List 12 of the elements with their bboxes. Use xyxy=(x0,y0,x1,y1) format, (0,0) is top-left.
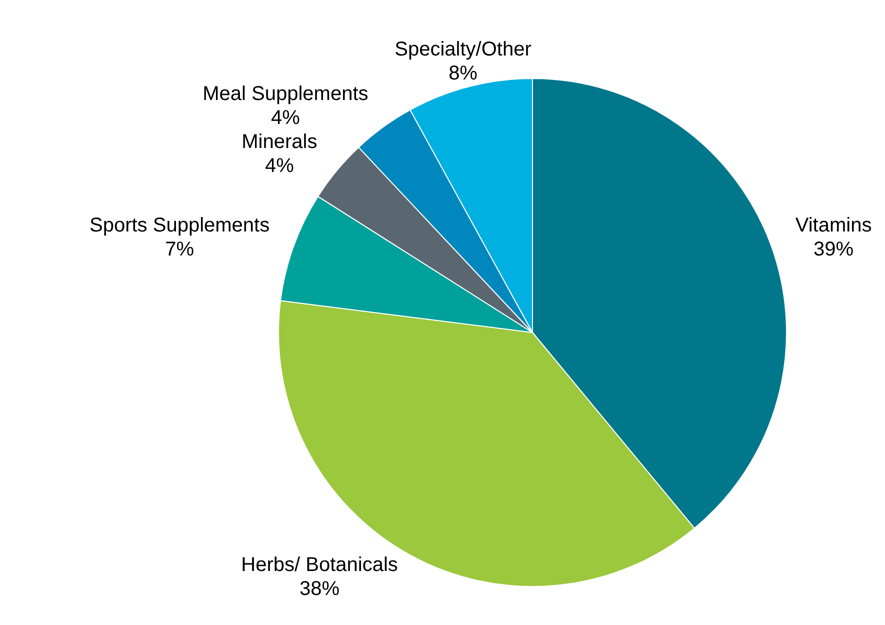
data-label: 38% xyxy=(300,578,340,600)
slice-label: Herbs/ Botanicals xyxy=(241,554,398,576)
slice-label: Vitamins xyxy=(795,214,872,236)
data-label: 39% xyxy=(814,238,854,260)
slice-label: Minerals xyxy=(242,130,318,153)
slice-label: Specialty/Other xyxy=(394,38,532,60)
data-label: 7% xyxy=(165,238,194,260)
slice-label: Sports Supplements xyxy=(90,214,270,236)
data-label: 4% xyxy=(264,154,294,177)
data-label: 8% xyxy=(448,62,478,84)
data-label: 4% xyxy=(270,106,300,129)
slice-label: Meal Supplements xyxy=(202,82,368,105)
